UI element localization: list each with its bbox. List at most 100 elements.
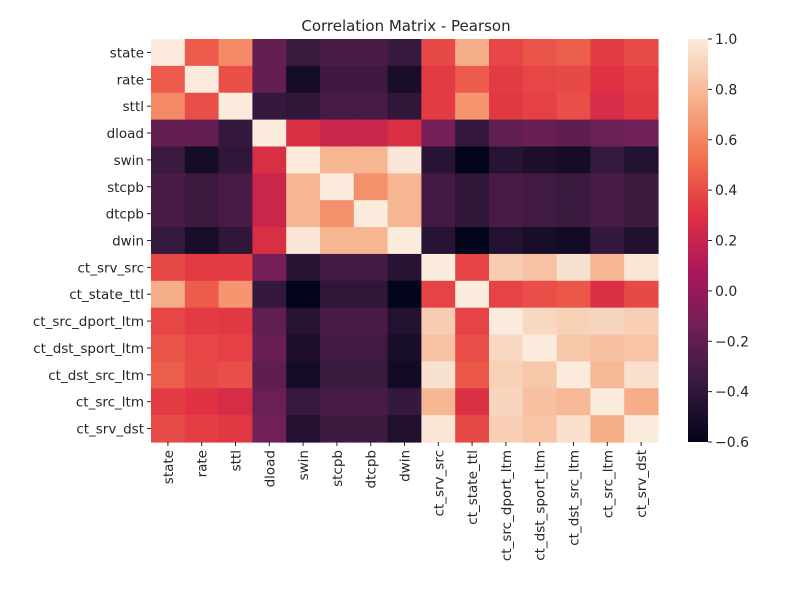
heatmap-cell-dload-dload [252, 119, 287, 148]
heatmap-cell-swin-dtcpb [353, 146, 389, 174]
heatmap-cell-rate-ct_srv_dst [624, 65, 659, 94]
heatmap-cell-swin-ct_srv_dst [624, 146, 659, 174]
heatmap-cell-dwin-rate [184, 227, 220, 255]
heatmap-cell-ct_srv_dst-state [151, 415, 186, 443]
heatmap-cell-dload-stcpb [320, 119, 355, 148]
heatmap-cell-ct_srv_dst-swin [286, 415, 321, 443]
heatmap-cell-ct_src_dport_ltm-state [151, 307, 186, 336]
heatmap-cell-state-stcpb [320, 39, 355, 67]
heatmap-cell-ct_dst_sport_ltm-ct_srv_dst [624, 334, 659, 362]
heatmap-cell-ct_src_ltm-ct_src_ltm [590, 388, 625, 416]
heatmap-cell-ct_srv_src-dload [252, 253, 287, 282]
heatmap-cell-ct_srv_src-ct_src_ltm [590, 253, 625, 282]
heatmap-cell-ct_src_dport_ltm-ct_dst_src_ltm [556, 307, 591, 336]
heatmap-cell-rate-swin [286, 65, 321, 94]
y-tick-label-ct_state_ttl: ct_state_ttl [69, 287, 144, 303]
heatmap-cell-state-ct_srv_src [421, 39, 456, 67]
heatmap-cell-ct_state_ttl-rate [184, 280, 220, 309]
heatmap-cell-ct_src_dport_ltm-sttl [218, 307, 253, 336]
heatmap-cell-sttl-ct_src_dport_ltm [489, 92, 524, 121]
heatmap-cell-stcpb-ct_src_ltm [590, 173, 625, 201]
heatmap-cell-ct_dst_sport_ltm-rate [184, 334, 220, 362]
heatmap-cell-swin-ct_src_dport_ltm [489, 146, 524, 174]
y-tick-label-ct_src_dport_ltm: ct_src_dport_ltm [33, 314, 144, 330]
heatmap-cell-ct_srv_src-ct_dst_sport_ltm [522, 253, 558, 282]
heatmap-cell-rate-rate [184, 65, 220, 94]
heatmap-cell-sttl-ct_dst_src_ltm [556, 92, 591, 121]
heatmap-cell-swin-ct_src_ltm [590, 146, 625, 174]
heatmap-cell-ct_dst_sport_ltm-stcpb [320, 334, 355, 362]
heatmap-cell-ct_src_ltm-dtcpb [353, 388, 389, 416]
chart-title: Correlation Matrix - Pearson [301, 17, 510, 35]
x-tick-label-ct_src_ltm: ct_src_ltm [600, 450, 616, 518]
heatmap-cell-swin-ct_srv_src [421, 146, 456, 174]
y-tick-label-ct_src_ltm: ct_src_ltm [76, 395, 144, 411]
heatmap-cell-sttl-ct_srv_src [421, 92, 456, 121]
heatmap-cell-state-ct_srv_dst [624, 39, 659, 67]
heatmap-cell-stcpb-ct_srv_src [421, 173, 456, 201]
heatmap-cell-ct_srv_src-state [151, 253, 186, 282]
heatmap-cell-ct_src_ltm-ct_src_dport_ltm [489, 388, 524, 416]
heatmap-cell-ct_srv_src-ct_srv_dst [624, 253, 659, 282]
heatmap-cell-stcpb-dtcpb [353, 173, 389, 201]
heatmap-cell-swin-state [151, 146, 186, 174]
heatmap-cell-rate-ct_src_ltm [590, 65, 625, 94]
heatmap-cell-ct_srv_src-ct_src_dport_ltm [489, 253, 524, 282]
colorbar-ticks: 1.0 0.8 0.6 0.4 0.2 0.0 −0.2 −0.4 −0.6 [708, 32, 749, 451]
heatmap-cell-state-ct_dst_sport_ltm [522, 39, 558, 67]
colorbar-tick-label: 1.0 [715, 32, 737, 48]
heatmap-cell-dload-swin [286, 119, 321, 148]
heatmap-cell-dtcpb-state [151, 200, 186, 228]
x-tick-label-swin: swin [296, 450, 312, 480]
heatmap-cell-ct_dst_src_ltm-ct_dst_src_ltm [556, 361, 591, 389]
heatmap-cell-rate-ct_dst_sport_ltm [522, 65, 558, 94]
heatmap-cell-dwin-ct_dst_sport_ltm [522, 227, 558, 255]
heatmap-cell-dload-ct_state_ttl [455, 119, 490, 148]
heatmap-cell-rate-ct_state_ttl [455, 65, 490, 94]
heatmap-cell-ct_state_ttl-ct_dst_src_ltm [556, 280, 591, 309]
heatmap-cell-ct_src_ltm-ct_srv_dst [624, 388, 659, 416]
y-tick-label-ct_dst_src_ltm: ct_dst_src_ltm [48, 368, 144, 384]
heatmap-cell-ct_state_ttl-ct_src_dport_ltm [489, 280, 524, 309]
heatmap-cell-dwin-ct_srv_dst [624, 227, 659, 255]
heatmap-cell-ct_state_ttl-ct_src_ltm [590, 280, 625, 309]
y-tick-labels: state rate sttl dload swin stcpb dtcpb dwin ct_s… [33, 45, 151, 438]
heatmap-cell-ct_src_ltm-stcpb [320, 388, 355, 416]
heatmap-cell-state-dwin [387, 39, 422, 67]
heatmap-cell-ct_src_ltm-ct_state_ttl [455, 388, 490, 416]
y-tick-label-dload: dload [107, 126, 144, 142]
heatmap-cell-ct_state_ttl-ct_srv_dst [624, 280, 659, 309]
y-tick-label-state: state [110, 45, 144, 61]
heatmap-cell-dtcpb-ct_srv_src [421, 200, 456, 228]
heatmap-cell-dwin-dload [252, 227, 287, 255]
heatmap-cell-ct_state_ttl-ct_srv_src [421, 280, 456, 309]
heatmap-cell-dtcpb-ct_src_ltm [590, 200, 625, 228]
heatmap-cell-dtcpb-ct_state_ttl [455, 200, 490, 228]
heatmap-cell-swin-dload [252, 146, 287, 174]
heatmap-cell-stcpb-state [151, 173, 186, 201]
heatmap-cell-state-dtcpb [353, 39, 389, 67]
heatmap-cell-stcpb-ct_src_dport_ltm [489, 173, 524, 201]
heatmap-cell-ct_srv_src-dwin [387, 253, 422, 282]
x-tick-labels: state rate sttl dload swin stcpb dtcpb dwin ct_s… [161, 442, 650, 561]
heatmap-cell-ct_dst_src_ltm-ct_src_dport_ltm [489, 361, 524, 389]
heatmap-cell-swin-ct_dst_sport_ltm [522, 146, 558, 174]
heatmap-cell-ct_srv_src-ct_srv_src [421, 253, 456, 282]
heatmap-cell-ct_src_dport_ltm-dwin [387, 307, 422, 336]
y-tick-label-rate: rate [117, 72, 144, 88]
heatmap-cell-state-swin [286, 39, 321, 67]
heatmap-cell-ct_dst_src_ltm-stcpb [320, 361, 355, 389]
heatmap-cell-ct_srv_dst-dload [252, 415, 287, 443]
heatmap-cell-stcpb-swin [286, 173, 321, 201]
heatmap-cell-rate-ct_dst_src_ltm [556, 65, 591, 94]
heatmap-cell-ct_dst_src_ltm-swin [286, 361, 321, 389]
x-tick-label-dtcpb: dtcpb [364, 450, 380, 488]
heatmap-cell-swin-swin [286, 146, 321, 174]
heatmap-cell-stcpb-rate [184, 173, 220, 201]
heatmap-cell-ct_state_ttl-sttl [218, 280, 253, 309]
heatmap-cell-ct_dst_sport_ltm-ct_state_ttl [455, 334, 490, 362]
colorbar-tick-label: −0.6 [715, 435, 749, 451]
heatmap-cell-ct_src_dport_ltm-ct_src_dport_ltm [489, 307, 524, 336]
heatmap-cell-dtcpb-sttl [218, 200, 253, 228]
heatmap-cell-dwin-state [151, 227, 186, 255]
